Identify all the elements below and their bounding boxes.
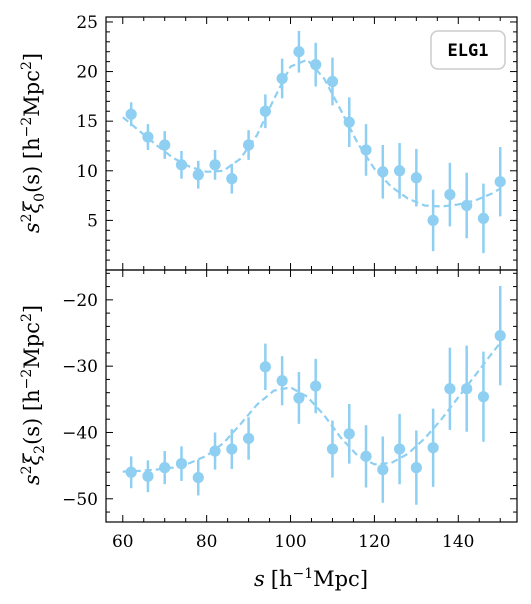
top-y-axis-label: s2ξ0(s) [h−2Mpc2] [19,53,48,233]
top-data-point [410,172,422,184]
top-data-point [293,46,305,58]
top-data-point [393,165,406,177]
top-data-points [125,30,506,254]
bottom-data-point [477,391,490,403]
bottom-model-line [122,342,502,473]
x-tick-label: 140 [442,532,474,552]
top-data-point [259,105,271,117]
bottom-data-point [494,330,506,342]
bottom-data-point [410,462,422,474]
top-data-point [242,139,255,151]
top-model-curves [122,58,501,208]
bottom-y-tick-label: −50 [62,490,98,510]
bottom-data-point [226,443,238,455]
legend-label: ELG1 [448,41,489,61]
bottom-data-point [377,464,389,476]
bottom-data-point [192,471,204,484]
top-axes: 5 10 15 20 25 [76,13,518,271]
top-data-point [142,131,154,143]
top-data-point [310,59,322,71]
x-tick-label: 120 [358,532,390,552]
bottom-data-point [461,383,473,395]
bottom-data-point [125,466,137,478]
top-model-line [122,58,501,208]
top-y-tick-label: 5 [87,211,98,231]
top-y-tick-label: 25 [76,13,98,33]
x-tick-label: 60 [112,532,134,552]
top-data-point [477,212,490,225]
bottom-data-point [159,462,171,474]
bottom-y-tick-label: −40 [62,423,98,443]
top-data-point [276,72,288,85]
top-data-point [343,116,355,128]
top-data-point [175,159,188,171]
bottom-data-point [326,443,339,455]
bottom-data-point [444,383,456,395]
x-tick-label: 80 [196,532,218,552]
bottom-axes: 60 80 100 120 140 −50 −40 −30 −20 [62,269,518,552]
legend: ELG1 [430,30,506,70]
bottom-data-point [310,380,322,392]
bottom-data-point [293,392,305,404]
top-data-point [125,108,137,120]
x-axis-label: s [h−1Mpc] [254,566,368,591]
bottom-data-point [427,442,439,454]
top-y-tick-label: 10 [76,162,98,182]
top-data-point [427,214,439,226]
bottom-data-point [209,445,221,457]
bottom-data-point [393,443,406,455]
bottom-data-point [242,432,255,445]
bottom-data-point [259,361,271,373]
top-data-point [226,173,238,185]
bottom-data-point [276,375,288,387]
bottom-y-tick-label: −20 [62,291,98,311]
top-data-point [360,144,372,156]
bottom-model-curves [122,342,502,473]
top-data-point [159,139,171,151]
top-data-point [209,159,221,171]
top-y-tick-label: 20 [76,63,98,83]
bottom-data-point [343,428,355,440]
bottom-data-point [142,470,154,482]
bottom-panel-quadrupole: 60 80 100 120 140 −50 −40 −30 −20 [62,269,518,552]
bottom-axes-frame [105,269,518,523]
top-data-point [326,75,339,88]
top-data-point [461,199,473,212]
x-tick-label: 100 [274,532,306,552]
bottom-data-points [125,285,506,505]
top-data-point [494,176,506,188]
top-data-point [444,188,456,201]
top-panel-monopole: 5 10 15 20 25 ELG1 [76,13,518,271]
top-data-point [192,169,204,181]
bottom-y-axis-label: s2ξ2(s) [h−2Mpc2] [19,305,48,485]
top-y-tick-label: 15 [76,112,98,132]
bottom-y-tick-label: −30 [62,357,98,377]
bottom-data-point [175,458,188,470]
bottom-data-point [360,450,372,462]
legend-box [430,30,506,70]
top-data-point [377,166,389,178]
